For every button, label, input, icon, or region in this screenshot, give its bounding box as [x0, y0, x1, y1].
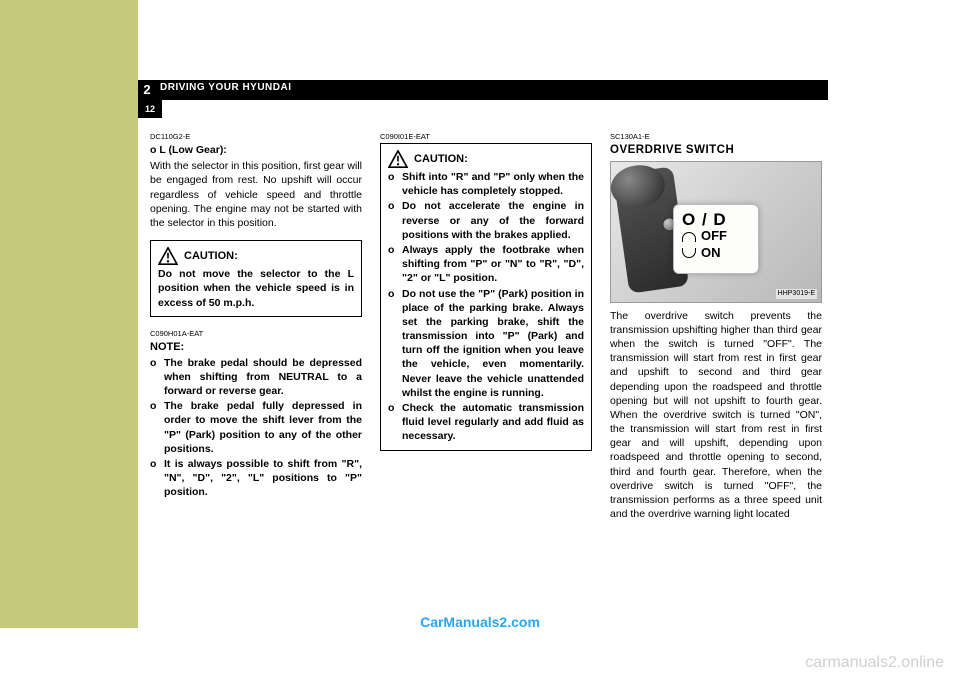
code-ref: SC130A1-E [610, 132, 822, 142]
section-number: 2 [138, 80, 156, 100]
od-on-row: ON [682, 245, 750, 261]
column-1: DC110G2-E o L (Low Gear): With the selec… [150, 132, 362, 521]
page-number: 12 [138, 100, 162, 118]
overdrive-figure: O / D OFF ON HHP3019-E [610, 161, 822, 303]
code-ref: DC110G2-E [150, 132, 362, 142]
note-list: oThe brake pedal should be depressed whe… [150, 356, 362, 500]
code-ref: C090I01E-EAT [380, 132, 592, 142]
list-item: oAlways apply the footbrake when shiftin… [388, 243, 584, 286]
low-gear-heading: o L (Low Gear): [150, 143, 362, 157]
caution-list: oShift into "R" and "P" only when the ve… [388, 170, 584, 443]
section-title: DRIVING YOUR HYUNDAI [160, 82, 292, 93]
list-item: oDo not use the "P" (Park) position in p… [388, 287, 584, 400]
od-off-row: OFF [682, 228, 750, 244]
note-label: NOTE: [150, 340, 362, 355]
figure-ref: HHP3019-E [776, 289, 817, 298]
list-item: oThe brake pedal fully depressed in orde… [150, 399, 362, 456]
caution-box: CAUTION: oShift into "R" and "P" only wh… [380, 143, 592, 451]
watermark-carmanuals-online: carmanuals2.online [805, 654, 944, 672]
content-area: DC110G2-E o L (Low Gear): With the selec… [150, 132, 822, 521]
list-item: oDo not accelerate the engine in reverse… [388, 199, 584, 242]
list-item: oIt is always possible to shift from "R"… [150, 457, 362, 500]
column-2: C090I01E-EAT CAUTION: oShift into "R" an… [380, 132, 592, 521]
overdrive-title: OVERDRIVE SWITCH [610, 143, 822, 159]
caution-text: Do not move the selector to the L positi… [158, 267, 354, 310]
caution-header: CAUTION: [158, 247, 354, 265]
page: 2 DRIVING YOUR HYUNDAI 12 DC110G2-E o L … [0, 0, 960, 678]
caution-box: CAUTION: Do not move the selector to the… [150, 240, 362, 317]
list-item: oShift into "R" and "P" only when the ve… [388, 170, 584, 198]
caution-label: CAUTION: [414, 152, 468, 167]
warning-triangle-icon [388, 150, 408, 168]
od-label: O / D [682, 211, 750, 229]
left-color-bar [0, 0, 138, 628]
caution-header: CAUTION: [388, 150, 584, 168]
gear-knob [610, 161, 667, 210]
warning-triangle-icon [158, 247, 178, 265]
low-gear-paragraph: With the selector in this position, firs… [150, 159, 362, 230]
on-text: ON [701, 245, 721, 261]
caution-label: CAUTION: [184, 249, 238, 264]
list-item: oCheck the automatic transmission fluid … [388, 401, 584, 444]
column-3: SC130A1-E OVERDRIVE SWITCH O / D OFF ON [610, 132, 822, 521]
off-symbol-icon [682, 232, 696, 242]
watermark-carmanuals2: CarManuals2.com [0, 614, 960, 630]
on-symbol-icon [682, 248, 696, 258]
overdrive-paragraph: The overdrive switch prevents the transm… [610, 309, 822, 522]
overdrive-panel: O / D OFF ON [673, 204, 759, 274]
off-text: OFF [701, 228, 727, 244]
list-item: oThe brake pedal should be depressed whe… [150, 356, 362, 399]
code-ref: C090H01A-EAT [150, 329, 362, 339]
